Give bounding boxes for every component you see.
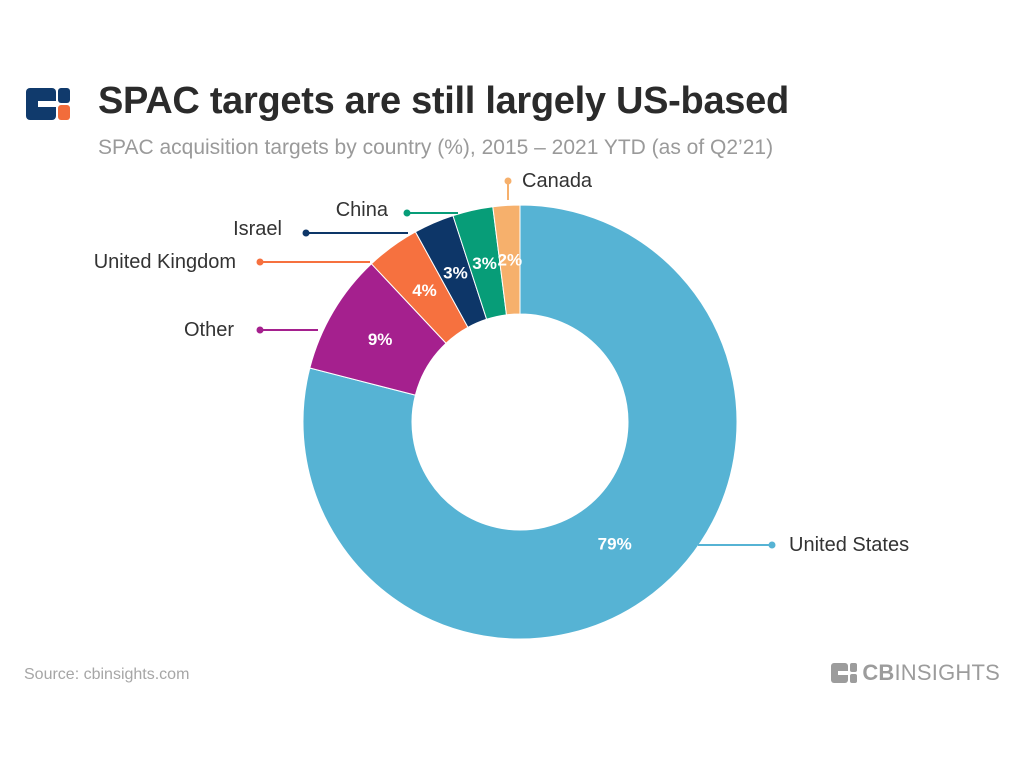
value-label-china: 3% (472, 254, 497, 273)
brand-wordmark: CBINSIGHTS (862, 660, 1000, 686)
brand-prefix: CB (862, 660, 895, 685)
value-label-other: 9% (368, 330, 393, 349)
category-label-united-kingdom: United Kingdom (94, 251, 236, 273)
cb-insights-mark-icon (831, 663, 858, 683)
slice-united-states (302, 204, 738, 640)
cb-insights-logo-icon (26, 88, 70, 120)
callout-dot-canada (504, 177, 512, 185)
category-label-canada: Canada (522, 170, 593, 192)
value-label-canada: 2% (498, 250, 523, 269)
category-label-china: China (336, 199, 389, 221)
callout-dot-israel (302, 229, 310, 237)
callout-dot-united-states (768, 541, 776, 549)
callout-dot-united-kingdom (256, 258, 264, 266)
brand-suffix: INSIGHTS (894, 660, 1000, 685)
callout-dot-china (403, 209, 411, 217)
slice-canada (492, 204, 521, 316)
brand-logo: CBINSIGHTS (831, 660, 1000, 686)
chart-title: SPAC targets are still largely US-based (98, 80, 789, 122)
chart-subtitle: SPAC acquisition targets by country (%),… (98, 136, 774, 159)
value-label-united-states: 79% (598, 535, 632, 554)
category-label-israel: Israel (233, 218, 282, 240)
source-note: Source: cbinsights.com (24, 666, 190, 683)
callout-dot-other (256, 326, 264, 334)
category-label-united-states: United States (789, 534, 909, 556)
category-label-other: Other (184, 319, 234, 341)
value-label-israel: 3% (443, 263, 468, 282)
value-label-united-kingdom: 4% (412, 281, 437, 300)
